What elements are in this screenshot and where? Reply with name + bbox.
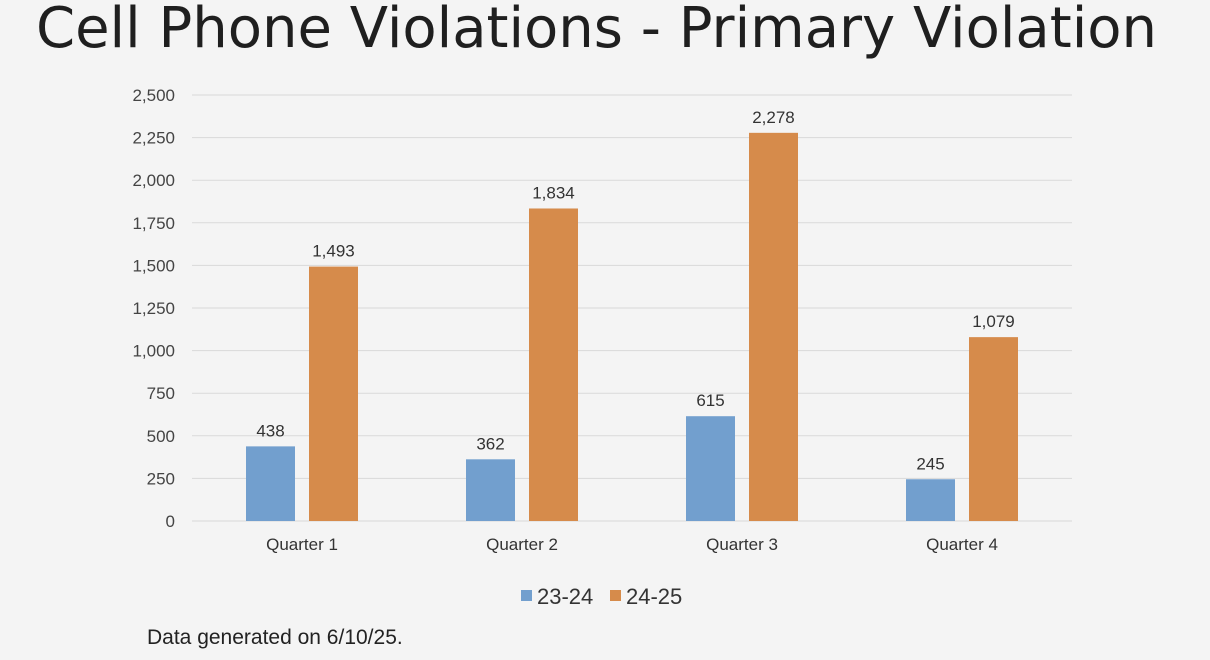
y-tick-label: 2,000 — [132, 171, 175, 190]
bar-24-25-quarter-4 — [969, 337, 1018, 521]
data-label: 438 — [256, 421, 284, 440]
data-label: 615 — [696, 391, 724, 410]
data-label: 1,079 — [972, 312, 1015, 331]
legend-swatch — [521, 590, 532, 601]
y-tick-label: 1,250 — [132, 299, 175, 318]
y-tick-label: 2,500 — [132, 86, 175, 105]
y-tick-label: 0 — [166, 512, 175, 531]
x-category-label: Quarter 4 — [926, 535, 998, 554]
y-tick-label: 1,750 — [132, 214, 175, 233]
legend-label: 24-25 — [626, 584, 682, 609]
x-category-label: Quarter 3 — [706, 535, 778, 554]
legend: 23-24 24-25 — [521, 584, 682, 609]
bars — [246, 132, 1018, 522]
bar-23-24-quarter-4 — [906, 479, 955, 521]
data-label: 1,834 — [532, 183, 575, 202]
y-tick-label: 750 — [147, 384, 175, 403]
legend-swatch — [610, 590, 621, 601]
slide-title: Cell Phone Violations - Primary Violatio… — [36, 0, 1158, 61]
y-tick-label: 1,000 — [132, 342, 175, 361]
data-label: 245 — [916, 454, 944, 473]
y-tick-label: 1,500 — [132, 256, 175, 275]
legend-label: 23-24 — [537, 584, 593, 609]
y-tick-label: 2,250 — [132, 129, 175, 148]
x-axis-category-labels: Quarter 1 Quarter 2 Quarter 3 Quarter 4 — [266, 535, 998, 554]
footnote: Data generated on 6/10/25. — [147, 626, 403, 649]
y-tick-label: 500 — [147, 427, 175, 446]
x-category-label: Quarter 2 — [486, 535, 558, 554]
bar-24-25-quarter-3 — [749, 132, 798, 521]
data-label: 2,278 — [752, 108, 795, 127]
bar-24-25-quarter-2 — [529, 208, 578, 522]
y-tick-label: 250 — [147, 469, 175, 488]
bar-23-24-quarter-2 — [466, 459, 515, 521]
x-category-label: Quarter 1 — [266, 535, 338, 554]
y-axis-tick-labels: 0 250 500 750 1,000 1,250 1,500 1,750 2,000 2,250… — [132, 86, 175, 531]
bar-23-24-quarter-3 — [686, 416, 735, 521]
bar-23-24-quarter-1 — [246, 446, 295, 521]
data-label: 1,493 — [312, 242, 355, 261]
data-labels: 438 1,493 362 1,834 615 2,278 245 1,079 — [256, 108, 1014, 473]
bar-24-25-quarter-1 — [309, 266, 358, 521]
data-label: 362 — [476, 434, 504, 453]
